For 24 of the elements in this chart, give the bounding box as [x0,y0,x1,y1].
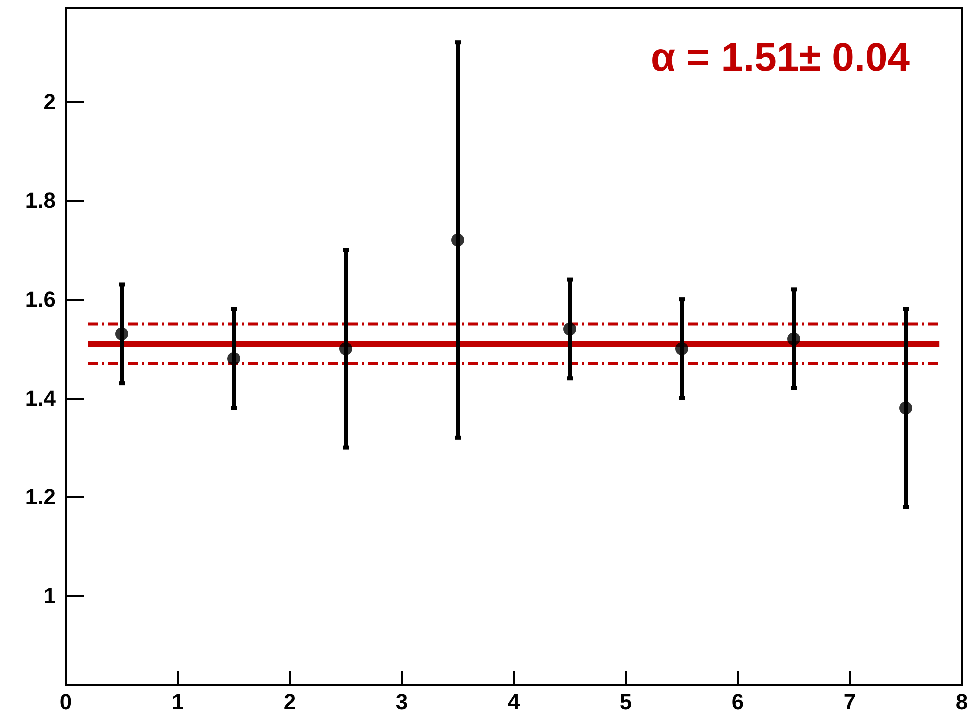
point [788,332,800,346]
point [452,234,464,247]
x-tick-label: 0 [60,690,72,714]
y-tick-label: 1.6 [25,287,56,312]
x-tick-label: 4 [508,690,521,714]
x-tick-label: 1 [172,690,184,714]
x-tick-label: 5 [620,690,632,714]
x-tick-label: 7 [844,690,856,714]
y-tick-label: 1 [44,584,56,609]
point [340,342,352,356]
point [676,342,688,356]
y-tick-label: 1.4 [25,386,57,411]
x-tick-label: 3 [396,690,408,714]
x-tick-label: 2 [284,690,296,714]
point [900,402,912,415]
x-tick-label: 8 [956,690,968,714]
point [228,352,240,366]
point [116,328,128,341]
y-tick-label: 1.8 [25,188,56,214]
x-tick-label: 6 [732,690,744,714]
point [564,322,576,336]
y-tick-label: 1.2 [25,484,56,510]
y-tick-label: 2 [44,89,56,114]
annotation: α = 1.51± 0.04 [651,36,911,80]
